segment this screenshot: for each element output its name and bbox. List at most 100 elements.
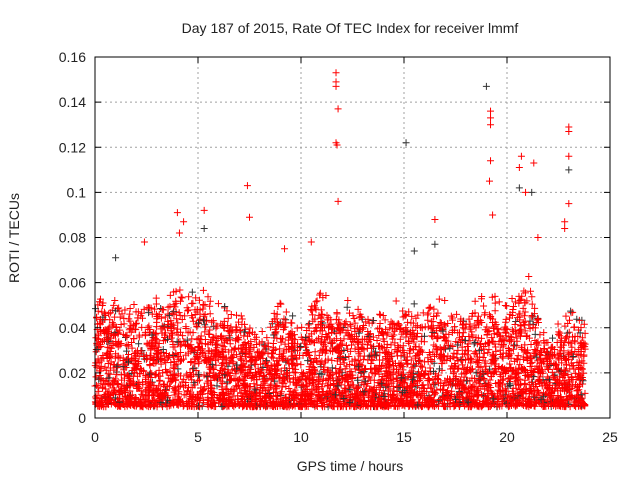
data-point: [330, 380, 338, 388]
data-point: [378, 344, 386, 352]
x-tick-label: 25: [602, 429, 618, 445]
data-point: [162, 368, 170, 376]
data-point: [470, 350, 478, 358]
data-point: [240, 383, 248, 391]
data-point: [204, 347, 212, 355]
data-point: [218, 389, 226, 397]
data-point: [578, 376, 586, 384]
data-point: [162, 386, 170, 394]
data-point: [135, 359, 143, 367]
data-point: [444, 352, 452, 360]
data-point: [560, 341, 568, 349]
data-point: [513, 314, 521, 322]
y-tick-label: 0.02: [59, 365, 86, 381]
data-point: [494, 325, 502, 333]
data-point: [96, 341, 104, 349]
data-point: [473, 317, 481, 325]
data-point: [188, 393, 196, 401]
data-point: [432, 389, 440, 397]
data-point: [569, 352, 577, 360]
data-point: [319, 403, 327, 411]
data-point: [183, 403, 191, 411]
data-point: [272, 392, 280, 400]
data-point: [581, 329, 589, 337]
data-point: [396, 335, 404, 343]
data-point: [286, 333, 294, 341]
data-point: [341, 377, 349, 385]
data-point: [97, 397, 105, 405]
data-point: [399, 307, 407, 315]
data-point: [169, 321, 177, 329]
data-point: [505, 347, 513, 355]
data-point: [408, 312, 416, 320]
data-point: [412, 360, 420, 368]
data-point: [580, 320, 588, 328]
data-point: [195, 402, 203, 410]
data-point: [533, 340, 541, 348]
data-point: [208, 397, 216, 405]
data-point: [376, 320, 384, 328]
data-point: [354, 305, 362, 313]
data-point: [487, 121, 495, 129]
data-point: [403, 353, 411, 361]
data-point: [200, 357, 208, 365]
data-point: [231, 345, 239, 353]
data-point: [251, 353, 259, 361]
data-point: [154, 347, 162, 355]
data-point: [116, 313, 124, 321]
data-point: [523, 354, 531, 362]
data-point: [219, 401, 227, 409]
data-point: [409, 398, 417, 406]
data-point: [255, 373, 263, 381]
data-point: [110, 386, 118, 394]
data-point: [433, 345, 441, 353]
data-point: [166, 291, 174, 299]
data-point: [219, 359, 227, 367]
data-point: [491, 292, 499, 300]
data-point: [335, 325, 343, 333]
data-point: [424, 323, 432, 331]
data-point: [556, 350, 564, 358]
data-point: [460, 385, 468, 393]
data-point: [442, 337, 450, 345]
data-point: [562, 403, 570, 411]
data-point: [531, 350, 539, 358]
data-point: [504, 352, 512, 360]
data-point: [120, 381, 128, 389]
data-point: [347, 335, 355, 343]
data-point: [143, 402, 151, 410]
x-tick-label: 15: [396, 429, 412, 445]
data-point: [408, 364, 416, 372]
data-point: [268, 353, 276, 361]
data-point: [221, 354, 229, 362]
data-point: [293, 324, 301, 332]
data-point: [108, 306, 116, 314]
data-point: [285, 342, 293, 350]
data-point: [425, 374, 433, 382]
data-point: [436, 350, 444, 358]
data-point: [533, 316, 541, 324]
data-point: [409, 360, 417, 368]
data-point: [365, 319, 373, 327]
data-point: [561, 218, 569, 226]
data-point: [406, 345, 414, 353]
data-point: [187, 388, 195, 396]
data-point: [293, 360, 301, 368]
data-point: [212, 403, 220, 411]
data-point: [469, 309, 477, 317]
data-point: [109, 322, 117, 330]
data-point: [469, 400, 477, 408]
data-point: [461, 346, 469, 354]
data-point: [354, 339, 362, 347]
data-point: [414, 311, 422, 319]
data-point: [397, 352, 405, 360]
data-point: [316, 359, 324, 367]
data-point: [578, 399, 586, 407]
data-point: [331, 391, 339, 399]
data-point: [485, 382, 493, 390]
data-point: [280, 315, 288, 323]
data-point: [299, 352, 307, 360]
data-point: [360, 365, 368, 373]
data-point: [161, 334, 169, 342]
data-point: [110, 399, 118, 407]
